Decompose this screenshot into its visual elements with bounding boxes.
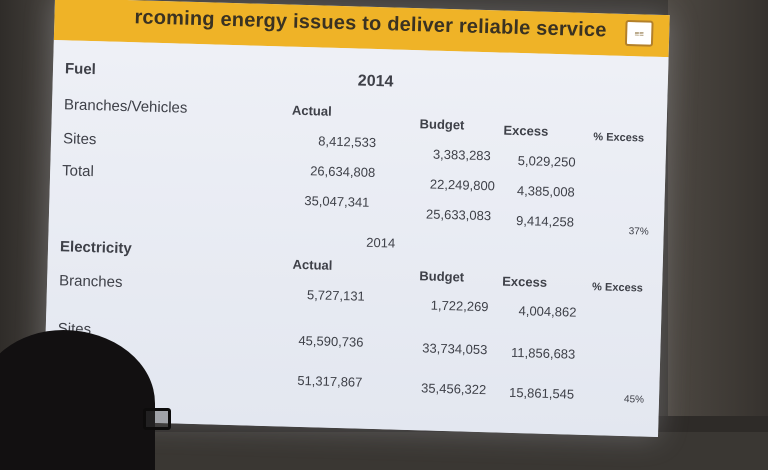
eyeglasses — [143, 408, 171, 430]
electricity-section-title: Electricity — [59, 238, 132, 258]
electricity-row1-budget: 1,722,269 — [430, 297, 489, 315]
fuel-header-pct-excess: % Excess — [593, 131, 645, 145]
fuel-row3-pct: 37% — [628, 226, 649, 238]
electricity-header-actual: Actual — [292, 256, 333, 273]
electricity-row3-budget: 35,456,322 — [420, 380, 487, 398]
logo-mark: ≡≡ — [634, 28, 645, 38]
fuel-header-excess: Excess — [503, 122, 549, 139]
fuel-header-budget: Budget — [419, 116, 465, 133]
fuel-row2-actual: 26,634,808 — [309, 163, 376, 181]
electricity-row1-excess: 4,004,862 — [518, 303, 577, 320]
fuel-label-sites: Sites — [62, 130, 97, 149]
electricity-row2-budget: 33,734,053 — [422, 340, 488, 358]
fuel-row2-budget: 22,249,800 — [429, 176, 496, 194]
fuel-section-title: Fuel — [64, 60, 97, 79]
fuel-row2-excess: 4,385,008 — [516, 182, 575, 200]
fuel-row3-excess: 9,414,258 — [515, 212, 575, 230]
fuel-row1-budget: 3,383,283 — [432, 146, 491, 164]
slide-title: rcoming energy issues to deliver reliabl… — [134, 6, 607, 42]
electricity-row2-excess: 11,856,683 — [510, 344, 576, 362]
electricity-header-pct-excess: % Excess — [591, 281, 644, 295]
electricity-year: 2014 — [366, 234, 396, 251]
room-wall-right — [668, 0, 768, 432]
fuel-row3-budget: 25,633,083 — [425, 206, 492, 224]
electricity-row3-excess: 15,861,545 — [508, 384, 575, 402]
electricity-row3-actual: 51,317,867 — [297, 372, 363, 390]
electricity-label-branches: Branches — [58, 272, 123, 291]
fuel-row1-actual: 8,412,533 — [318, 133, 377, 151]
fuel-header-actual: Actual — [291, 102, 332, 119]
fuel-label-branches-vehicles: Branches/Vehicles — [63, 96, 188, 117]
fuel-label-total: Total — [61, 162, 95, 181]
company-logo-icon: ≡≡ — [624, 19, 654, 47]
electricity-header-excess: Excess — [502, 273, 548, 290]
fuel-year: 2014 — [357, 72, 394, 91]
electricity-row1-actual: 5,727,131 — [306, 287, 366, 304]
electricity-row2-actual: 45,590,736 — [298, 332, 364, 350]
electricity-row3-pct: 45% — [623, 394, 645, 406]
fuel-row1-excess: 5,029,250 — [517, 152, 576, 170]
fuel-row3-actual: 35,047,341 — [304, 193, 370, 210]
electricity-header-budget: Budget — [419, 268, 465, 285]
